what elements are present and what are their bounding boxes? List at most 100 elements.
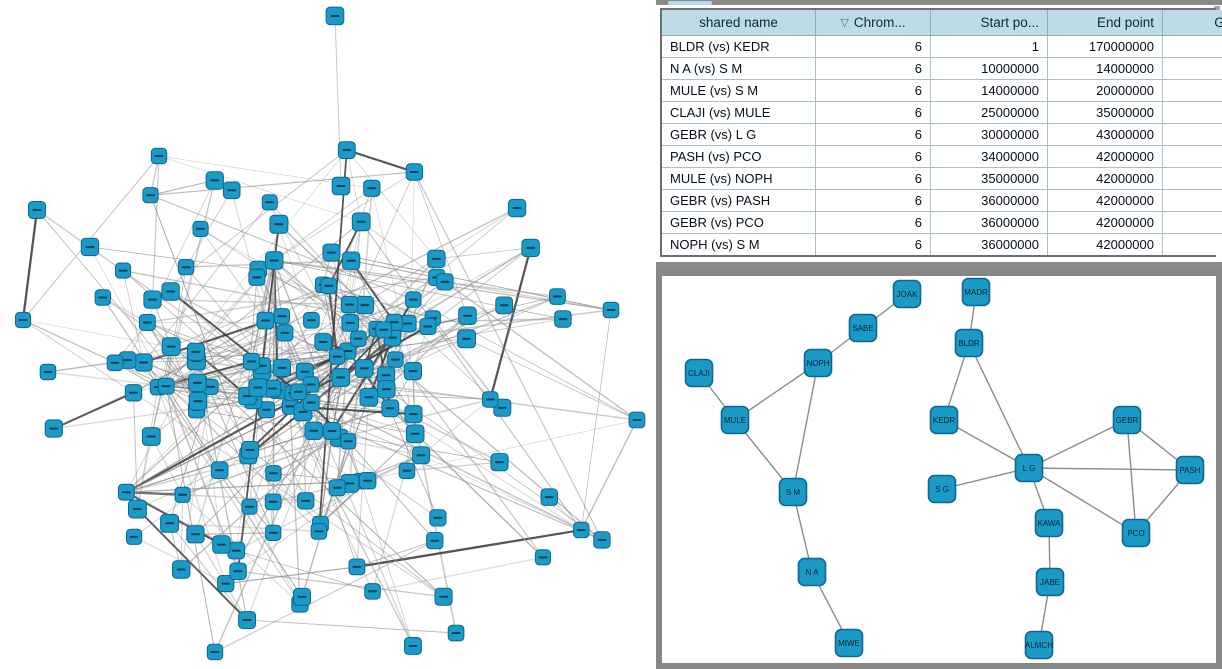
graph-node[interactable] bbox=[351, 212, 371, 232]
table-cell-shared-name[interactable]: GEBR (vs) L G bbox=[662, 123, 816, 146]
table-cell-genetic[interactable]: 16.9 bbox=[1162, 123, 1222, 146]
graph-node[interactable] bbox=[44, 419, 63, 438]
table-panel-tab[interactable] bbox=[668, 1, 712, 5]
subnetwork-view[interactable]: JOAK MADR SABE NOPH CLAJI BLDR MULE KEDR GEBR PAS… bbox=[656, 270, 1222, 669]
subnetwork-canvas[interactable]: JOAK MADR SABE NOPH CLAJI BLDR MULE KEDR GEBR PAS… bbox=[656, 270, 1222, 669]
table-cell-end-point[interactable]: 42000000 bbox=[1047, 167, 1163, 190]
table-cell-start-point[interactable]: 36000000 bbox=[930, 233, 1048, 255]
graph-node[interactable] bbox=[436, 273, 454, 291]
graph-node[interactable] bbox=[398, 462, 416, 480]
graph-node[interactable] bbox=[426, 532, 444, 550]
graph-node[interactable] bbox=[138, 314, 156, 331]
graph-node[interactable] bbox=[355, 295, 375, 315]
graph-node[interactable] bbox=[331, 176, 351, 196]
graph-node[interactable] bbox=[188, 392, 208, 411]
graph-node-gebr[interactable]: GEBR bbox=[1112, 405, 1142, 435]
graph-node[interactable] bbox=[490, 453, 509, 472]
graph-node[interactable] bbox=[206, 643, 224, 661]
table-cell-end-point[interactable]: 42000000 bbox=[1047, 233, 1163, 255]
node-shape[interactable] bbox=[1112, 405, 1142, 435]
graph-node[interactable] bbox=[261, 194, 278, 211]
graph-node[interactable] bbox=[337, 141, 356, 159]
graph-node[interactable] bbox=[549, 288, 566, 305]
graph-node[interactable] bbox=[628, 411, 646, 429]
column-header-genetic[interactable]: Genetic... bbox=[1162, 10, 1222, 36]
graph-node-sabe[interactable]: SABE bbox=[848, 313, 878, 343]
graph-node[interactable] bbox=[172, 560, 191, 579]
table-row[interactable]: BLDR (vs) KEDR61170000000192.0 bbox=[662, 35, 1222, 58]
table-cell-genetic[interactable]: 6.6 bbox=[1162, 57, 1222, 80]
table-cell-end-point[interactable]: 42000000 bbox=[1047, 189, 1163, 212]
table-row[interactable]: NOPH (vs) S M636000000420000009.9 bbox=[662, 233, 1222, 255]
graph-node[interactable] bbox=[363, 179, 381, 197]
graph-node[interactable] bbox=[126, 528, 143, 545]
table-row[interactable]: GEBR (vs) L G6300000004300000016.9 bbox=[662, 123, 1222, 146]
graph-node[interactable] bbox=[192, 220, 209, 237]
main-network-view[interactable] bbox=[0, 0, 652, 669]
graph-node[interactable] bbox=[303, 312, 320, 329]
graph-node[interactable] bbox=[325, 6, 345, 26]
graph-node[interactable] bbox=[375, 321, 393, 339]
graph-node[interactable] bbox=[14, 311, 32, 329]
node-shape[interactable] bbox=[848, 313, 878, 343]
node-shape[interactable] bbox=[1014, 453, 1044, 483]
graph-node[interactable] bbox=[458, 306, 477, 325]
graph-node[interactable] bbox=[157, 377, 175, 395]
graph-node[interactable] bbox=[265, 251, 284, 270]
node-shape[interactable] bbox=[892, 279, 922, 309]
graph-node[interactable] bbox=[348, 558, 366, 576]
node-shape[interactable] bbox=[778, 477, 808, 507]
graph-node[interactable] bbox=[495, 296, 513, 315]
table-cell-genetic[interactable]: 10.5 bbox=[1162, 167, 1222, 190]
graph-node[interactable] bbox=[322, 243, 341, 262]
graph-node[interactable] bbox=[39, 363, 57, 381]
graph-node[interactable] bbox=[222, 181, 241, 200]
table-cell-start-point[interactable]: 36000000 bbox=[930, 211, 1048, 234]
node-shape[interactable] bbox=[961, 277, 991, 307]
graph-node[interactable] bbox=[128, 499, 147, 519]
table-cell-genetic[interactable]: 8.4 bbox=[1162, 211, 1222, 234]
graph-node[interactable] bbox=[482, 391, 499, 408]
graph-node[interactable] bbox=[405, 163, 424, 181]
table-row[interactable]: GEBR (vs) PCO636000000420000008.4 bbox=[662, 211, 1222, 234]
subnetwork-edge[interactable] bbox=[1028, 419, 1128, 469]
node-shape[interactable] bbox=[1175, 455, 1205, 485]
graph-node[interactable] bbox=[297, 492, 315, 510]
graph-node-s-g[interactable]: S G bbox=[927, 474, 957, 504]
table-row[interactable]: CLAJI (vs) MULE625000000350000005.9 bbox=[662, 101, 1222, 124]
table-cell-end-point[interactable]: 43000000 bbox=[1047, 123, 1163, 146]
graph-node[interactable] bbox=[142, 187, 159, 204]
graph-node[interactable] bbox=[412, 446, 431, 465]
graph-node-madr[interactable]: MADR bbox=[961, 277, 991, 307]
graph-node[interactable] bbox=[304, 421, 323, 441]
graph-node[interactable] bbox=[540, 488, 558, 506]
graph-node[interactable] bbox=[94, 289, 111, 306]
graph-node[interactable] bbox=[341, 314, 360, 332]
graph-node-n-a[interactable]: N A bbox=[797, 557, 827, 587]
table-cell-shared-name[interactable]: NOPH (vs) S M bbox=[662, 233, 816, 255]
graph-node-jabe[interactable]: JABE bbox=[1035, 567, 1065, 597]
table-cell-genetic[interactable]: 5.9 bbox=[1162, 101, 1222, 124]
graph-node[interactable] bbox=[134, 353, 153, 372]
graph-node[interactable] bbox=[177, 259, 195, 276]
table-cell-start-point[interactable]: 1 bbox=[930, 35, 1048, 58]
table-cell-chromosome[interactable]: 6 bbox=[815, 167, 931, 190]
graph-node-claji[interactable]: CLAJI bbox=[684, 358, 714, 388]
graph-node[interactable] bbox=[124, 384, 143, 402]
column-header-end-point[interactable]: End point bbox=[1047, 10, 1163, 36]
graph-node-joak[interactable]: JOAK bbox=[892, 279, 922, 309]
graph-node[interactable] bbox=[212, 535, 231, 554]
graph-node[interactable] bbox=[161, 337, 181, 357]
table-cell-shared-name[interactable]: GEBR (vs) PASH bbox=[662, 189, 816, 212]
graph-node[interactable] bbox=[258, 401, 275, 419]
graph-node[interactable] bbox=[602, 301, 620, 319]
table-cell-shared-name[interactable]: N A (vs) S M bbox=[662, 57, 816, 80]
graph-node[interactable] bbox=[264, 493, 282, 511]
table-cell-shared-name[interactable]: CLAJI (vs) MULE bbox=[662, 101, 816, 124]
graph-node[interactable] bbox=[186, 342, 205, 361]
graph-node[interactable] bbox=[161, 282, 180, 301]
graph-node[interactable] bbox=[150, 147, 168, 165]
table-cell-chromosome[interactable]: 6 bbox=[815, 123, 931, 146]
table-cell-chromosome[interactable]: 6 bbox=[815, 101, 931, 124]
subnetwork-edge[interactable] bbox=[968, 342, 1030, 469]
